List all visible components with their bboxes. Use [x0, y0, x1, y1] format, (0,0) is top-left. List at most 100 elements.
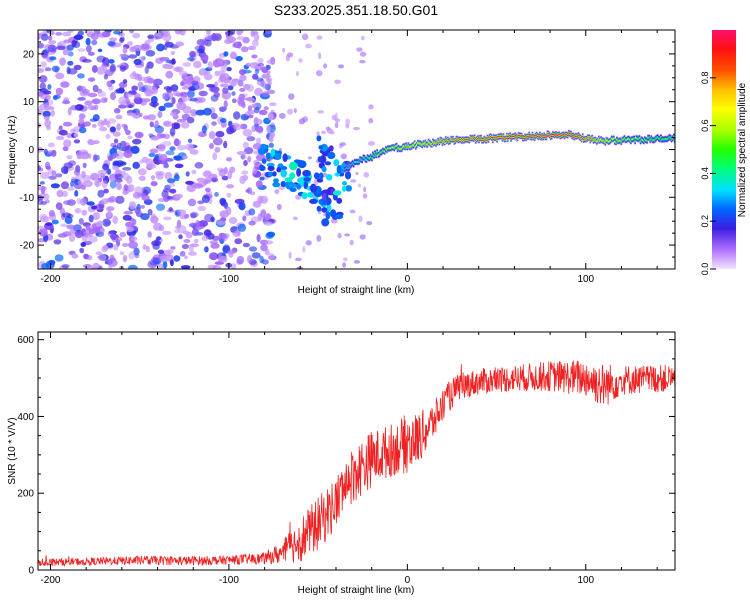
spectrogram-noise-blob — [187, 57, 195, 61]
spectrogram-noise-blob — [101, 180, 108, 189]
spectrogram-noise-blob — [38, 225, 45, 230]
spectrogram-faint-blob — [282, 48, 286, 53]
spectrogram-noise-blob — [67, 30, 74, 33]
spectrogram-ridge-cell — [502, 135, 505, 137]
spectrogram-ridge-cell — [363, 157, 366, 159]
spectrogram-noise-blob — [82, 264, 92, 269]
spectrogram-transition-blob — [280, 166, 288, 171]
spectrogram-noise-blob — [239, 87, 246, 92]
spectrogram-noise-blob — [74, 208, 82, 214]
spectrogram-noise-blob — [226, 192, 232, 198]
spectrogram-noise-blob — [203, 229, 212, 237]
spectrogram-ridge-cell — [613, 138, 615, 140]
spectrogram-noise-blob — [234, 238, 243, 245]
spectrogram-ridge-cell — [446, 140, 448, 142]
spectrogram-transition-blob — [317, 156, 322, 163]
spectrogram-faint-blob — [345, 123, 350, 129]
spectrogram-ridge-cell — [571, 135, 573, 137]
spectrogram-noise-blob — [153, 222, 163, 231]
spectrogram-faint-blob — [266, 77, 273, 82]
spectrogram-ridge-cell — [455, 138, 458, 140]
spectrogram-noise-blob — [210, 86, 220, 93]
spectrogram-faint-blob — [334, 122, 339, 129]
spectrogram-ridge-cell — [570, 133, 572, 135]
colorbar-gradient — [712, 30, 736, 269]
spectrogram-ridge-cell — [669, 137, 672, 139]
spectrogram-noise-blob — [145, 245, 150, 253]
spectrogram-ridge-cell — [577, 134, 580, 136]
spectrogram-transition-blob — [288, 183, 297, 188]
spectrogram-ridge-cell — [667, 137, 670, 139]
spectrogram-ridge-cell — [673, 136, 675, 138]
spectrogram-noise-blob — [198, 90, 208, 97]
spectrogram-noise-blob — [246, 255, 253, 264]
spectrogram-ridge-cell — [608, 140, 611, 143]
spectrogram-ridge-cell — [512, 135, 514, 137]
spectrogram-noise-blob — [113, 30, 121, 35]
spectrogram-ridge-cell — [448, 141, 450, 143]
spectrogram-noise-blob — [160, 154, 168, 161]
spectrogram-ridge-cell — [464, 139, 466, 141]
spectrogram-transition-blob — [322, 193, 327, 201]
spectrogram-noise-blob — [199, 39, 208, 45]
spectrogram-faint-blob — [316, 131, 320, 136]
spectrogram-noise-blob — [133, 93, 141, 99]
spectrogram-ridge-cell — [407, 144, 410, 146]
spectrogram-faint-blob — [363, 172, 370, 178]
spectrogram-ridge-cell — [636, 138, 639, 140]
spectrogram-noise-blob — [79, 247, 85, 254]
spectrogram-y-tick-label: 20 — [23, 49, 35, 60]
spectrogram-noise-blob — [62, 231, 72, 237]
spectrogram-noise-blob — [134, 131, 144, 139]
spectrogram-noise-blob — [237, 223, 247, 232]
spectrogram-transition-blob — [296, 168, 302, 177]
spectrogram-transition-blob — [341, 185, 347, 192]
spectrogram-noise-blob — [148, 152, 156, 158]
spectrogram-faint-blob — [353, 126, 360, 131]
spectrogram-noise-blob — [202, 171, 212, 177]
spectrogram-ridge-cell — [391, 146, 393, 148]
spectrogram-transition-blob — [344, 171, 352, 180]
spectrogram-ridge-cell — [619, 139, 621, 141]
spectrogram-noise-blob — [62, 31, 72, 37]
spectrogram-ridge-cell — [466, 139, 468, 141]
spectrogram-noise-blob — [126, 226, 135, 232]
spectrogram-ridge-cell — [444, 138, 447, 140]
spectrogram-faint-blob — [359, 51, 367, 57]
spectrogram-noise-blob — [55, 173, 63, 178]
spectrogram-noise-blob — [144, 84, 152, 90]
spectrogram-ridge-cell — [582, 135, 584, 138]
spectrogram-noise-blob — [172, 91, 181, 97]
spectrogram-noise-blob — [205, 34, 214, 41]
spectrogram-ridge-cell — [498, 136, 501, 138]
spectrogram-noise-blob — [141, 194, 150, 201]
spectrogram-ridge-cell — [594, 139, 597, 141]
spectrogram-noise-blob — [109, 37, 117, 42]
spectrogram-ridge-cell — [439, 139, 442, 141]
spectrogram-noise-blob — [102, 245, 109, 250]
spectrogram-ridge-cell — [422, 142, 425, 144]
spectrogram-ridge-cell — [548, 134, 551, 136]
spectrogram-ridge-cell — [359, 158, 361, 160]
spectrogram-noise-blob — [217, 78, 225, 84]
spectrogram-noise-blob — [114, 173, 124, 180]
spectrogram-ridge-cell — [418, 142, 420, 144]
spectrogram-ridge-cell — [550, 135, 553, 137]
spectrogram-noise-blob — [38, 75, 48, 83]
snr-x-tick-label: -200 — [40, 575, 60, 586]
colorbar-tick-label: 0.8 — [700, 72, 710, 85]
spectrogram-ridge-cell — [518, 134, 521, 137]
spectrogram-noise-blob — [214, 191, 219, 197]
spectrogram-ridge-cell — [411, 144, 414, 147]
spectrogram-noise-blob — [86, 255, 93, 261]
figure-title: S233.2025.351.18.50.G01 — [274, 2, 438, 18]
spectrogram-noise-blob — [251, 125, 256, 133]
spectrogram-noise-blob — [169, 127, 176, 136]
spectrogram-transition-blob — [296, 183, 302, 190]
spectrogram-ridge-cell — [606, 139, 609, 142]
spectrogram-noise-blob — [158, 105, 166, 112]
spectrogram-ridge-cell — [428, 142, 431, 144]
spectrogram-faint-blob — [337, 64, 345, 69]
